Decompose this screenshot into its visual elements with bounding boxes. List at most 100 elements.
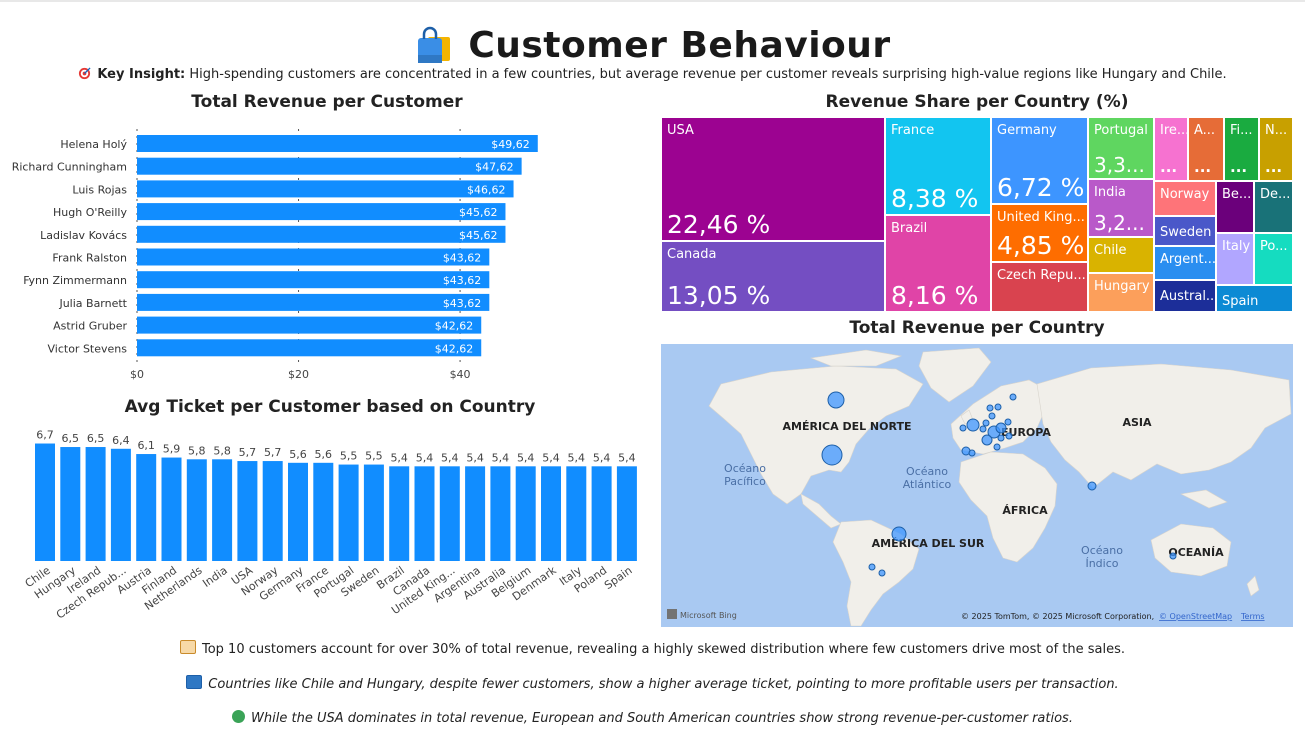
bar[interactable] xyxy=(515,466,536,561)
bar[interactable] xyxy=(541,466,561,561)
bubble-hungary[interactable] xyxy=(1005,432,1013,440)
treemap-cell[interactable]: N...... xyxy=(1259,117,1293,181)
treemap-cell[interactable]: Germany 6,72 % xyxy=(991,117,1088,204)
bar[interactable] xyxy=(137,157,522,175)
treemap-cell[interactable]: United King... 4,85 % xyxy=(991,204,1088,262)
bubble-france[interactable] xyxy=(981,434,993,446)
bar[interactable] xyxy=(591,466,612,561)
bar[interactable] xyxy=(490,466,511,561)
treemap-cell[interactable]: Fi...... xyxy=(1224,117,1259,181)
data-label: 5,6 xyxy=(289,448,307,461)
bubble-argentina[interactable] xyxy=(878,569,886,577)
bar[interactable] xyxy=(137,339,482,357)
treemap-cell[interactable]: Sweden xyxy=(1154,216,1216,246)
bar[interactable] xyxy=(414,466,435,561)
bubble-austria[interactable] xyxy=(997,434,1005,442)
treemap-cell[interactable]: USA 22,46 % xyxy=(661,117,885,241)
bar[interactable] xyxy=(137,225,506,243)
bar[interactable] xyxy=(137,248,490,266)
bar[interactable] xyxy=(161,457,182,561)
treemap-cell[interactable]: Austral... xyxy=(1154,280,1216,312)
treemap-cell[interactable]: Ire...... xyxy=(1154,117,1188,181)
bar[interactable] xyxy=(137,293,490,311)
bubble-australia[interactable] xyxy=(1169,552,1177,560)
bubble-denmark[interactable] xyxy=(988,412,996,420)
treemap-cell[interactable]: India 3,2... xyxy=(1088,179,1154,237)
data-label: $46,62 xyxy=(467,183,506,196)
bar[interactable] xyxy=(136,454,157,561)
bar[interactable] xyxy=(85,447,106,561)
treemap-cell[interactable]: Chile xyxy=(1088,237,1154,273)
bubble-usa[interactable] xyxy=(821,444,843,466)
bar[interactable] xyxy=(262,461,283,561)
bar[interactable] xyxy=(465,466,486,561)
bar[interactable] xyxy=(288,462,308,561)
bar[interactable] xyxy=(389,466,410,561)
revenue-map[interactable]: AMÉRICA DEL NORTE EUROPA ASIA ÁFRICA AMÉ… xyxy=(661,344,1293,627)
category-label: Richard Cunningham xyxy=(12,161,127,174)
bubble-chile[interactable] xyxy=(868,563,876,571)
bubble-india[interactable] xyxy=(1087,481,1097,491)
treemap-label: Spain xyxy=(1222,294,1259,309)
label-pacific-1: Océano xyxy=(724,462,766,475)
label-pacific-2: Pacífico xyxy=(724,475,766,488)
bar[interactable] xyxy=(212,459,233,561)
treemap-value: 4,85 % xyxy=(997,231,1085,260)
treemap-label: Czech Repu... xyxy=(997,268,1086,283)
treemap-cell[interactable]: De... xyxy=(1254,181,1293,233)
chart-title-revenue-per-customer: Total Revenue per Customer xyxy=(191,92,463,112)
bubble-ireland[interactable] xyxy=(959,424,967,432)
bar[interactable] xyxy=(338,464,359,561)
treemap-cell[interactable]: Portugal 3,3... xyxy=(1088,117,1154,179)
bubble-norway[interactable] xyxy=(986,404,994,412)
data-label: $42,62 xyxy=(435,342,474,355)
bar[interactable] xyxy=(439,466,460,561)
treemap-cell[interactable]: Italy xyxy=(1216,233,1254,285)
bar[interactable] xyxy=(186,459,207,561)
terms-link[interactable]: Terms xyxy=(1240,612,1265,621)
data-label: 5,4 xyxy=(542,451,560,464)
treemap-cell[interactable]: Hungary xyxy=(1088,273,1154,312)
bar[interactable] xyxy=(566,466,587,561)
treemap-cell[interactable]: Canada 13,05 % xyxy=(661,241,885,312)
bubble-spain[interactable] xyxy=(968,449,976,457)
treemap-cell[interactable]: Czech Repu... xyxy=(991,262,1088,312)
bar[interactable] xyxy=(137,271,490,289)
treemap-cell[interactable]: France 8,38 % xyxy=(885,117,991,215)
bubble-netherlands[interactable] xyxy=(982,419,990,427)
treemap-cell[interactable]: Be... xyxy=(1216,181,1254,233)
treemap-cell[interactable]: Argent... xyxy=(1154,246,1216,280)
bar[interactable] xyxy=(616,466,637,561)
bar[interactable] xyxy=(313,462,334,561)
bar[interactable] xyxy=(35,443,55,561)
treemap-cell[interactable]: Norway xyxy=(1154,181,1216,216)
bubble-italy[interactable] xyxy=(993,443,1001,451)
bar[interactable] xyxy=(237,461,258,561)
osm-link[interactable]: © OpenStreetMap xyxy=(1159,612,1232,621)
bar[interactable] xyxy=(137,203,506,221)
bubble-finland[interactable] xyxy=(1009,393,1017,401)
bubble-belgium[interactable] xyxy=(979,425,987,433)
data-label: 5,4 xyxy=(568,451,586,464)
bar[interactable] xyxy=(363,464,384,561)
treemap-cell[interactable]: Po... xyxy=(1254,233,1293,285)
map-footer: Microsoft Bing © 2025 TomTom, © 2025 Mic… xyxy=(667,609,1265,621)
bar[interactable] xyxy=(60,447,81,561)
treemap-cell[interactable]: A...... xyxy=(1188,117,1224,181)
bubble-poland[interactable] xyxy=(1004,418,1012,426)
bubble-brazil[interactable] xyxy=(891,526,907,542)
bar[interactable] xyxy=(137,135,538,152)
bubble-uk[interactable] xyxy=(966,418,980,432)
bubble-sweden[interactable] xyxy=(994,403,1002,411)
bar[interactable] xyxy=(110,448,131,561)
treemap-cell[interactable]: Brazil 8,16 % xyxy=(885,215,991,312)
data-label: 5,5 xyxy=(340,450,358,463)
bar[interactable] xyxy=(137,316,482,334)
treemap-cell[interactable]: Spain xyxy=(1216,285,1293,312)
data-label: 5,4 xyxy=(416,451,434,464)
data-label: 6,4 xyxy=(112,434,130,447)
bubble-czech[interactable] xyxy=(995,422,1007,434)
bubble-canada[interactable] xyxy=(827,391,845,409)
bar[interactable] xyxy=(137,180,514,198)
